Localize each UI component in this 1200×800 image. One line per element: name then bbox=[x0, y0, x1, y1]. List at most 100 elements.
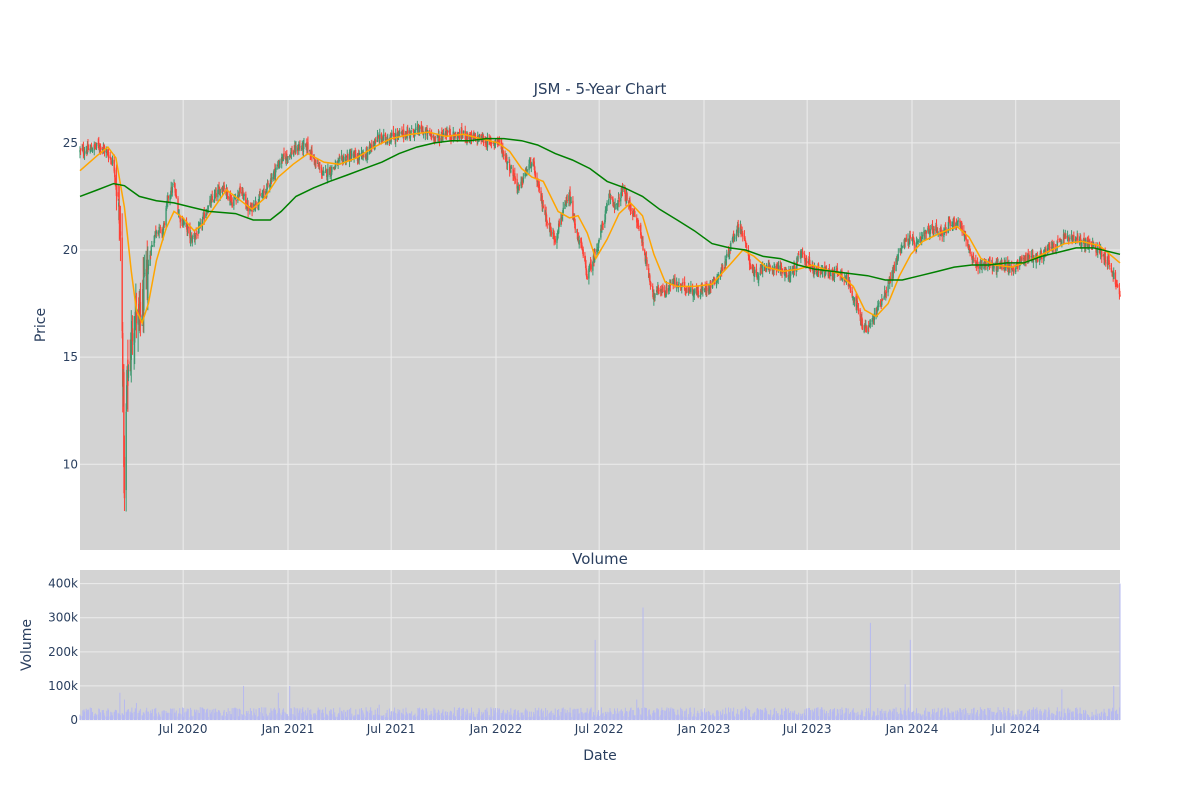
candle-down bbox=[1104, 252, 1106, 259]
candle-up bbox=[314, 160, 317, 166]
candle-down bbox=[498, 140, 501, 142]
candle-down bbox=[103, 145, 105, 149]
candle-down bbox=[1053, 243, 1055, 248]
candle-down bbox=[713, 277, 715, 284]
candle-up bbox=[564, 202, 567, 205]
volume-plot-area[interactable] bbox=[80, 570, 1120, 720]
candle-up bbox=[297, 149, 299, 151]
candle-up bbox=[702, 286, 704, 291]
candle-down bbox=[1116, 283, 1118, 287]
candle-down bbox=[585, 270, 588, 277]
candle-down bbox=[123, 372, 125, 468]
candle-down bbox=[581, 245, 583, 250]
candle-down bbox=[1063, 236, 1065, 239]
candle-up bbox=[785, 272, 787, 274]
candle-down bbox=[518, 184, 521, 186]
candle-down bbox=[291, 149, 293, 155]
candle-up bbox=[1004, 268, 1007, 270]
candle-down bbox=[371, 144, 373, 148]
candle-up bbox=[777, 264, 780, 271]
candle-down bbox=[1073, 235, 1075, 241]
candle-down bbox=[179, 216, 181, 218]
candle-down bbox=[584, 256, 586, 262]
candle-up bbox=[565, 200, 568, 203]
candle-down bbox=[1068, 238, 1070, 241]
candle-up bbox=[681, 283, 684, 285]
candle-down bbox=[740, 225, 742, 232]
candle-down bbox=[976, 263, 979, 265]
candle-up bbox=[873, 313, 876, 321]
candle-down bbox=[893, 264, 896, 271]
candle-up bbox=[134, 322, 136, 343]
candle-down bbox=[1049, 246, 1051, 249]
candle-down bbox=[580, 238, 582, 244]
candle-down bbox=[430, 133, 432, 136]
candle-up bbox=[876, 310, 878, 312]
candle-down bbox=[1021, 256, 1023, 261]
candle-up bbox=[409, 133, 412, 138]
candle-up bbox=[1060, 240, 1062, 242]
candle-up bbox=[656, 290, 658, 293]
candle-down bbox=[973, 260, 975, 261]
candle-up bbox=[883, 297, 885, 300]
candle-down bbox=[977, 263, 979, 269]
candle-up bbox=[852, 297, 854, 298]
candle-up bbox=[578, 239, 580, 245]
candle-down bbox=[175, 191, 177, 193]
candle-down bbox=[90, 145, 93, 150]
candle-down bbox=[434, 137, 437, 139]
candle-up bbox=[1099, 247, 1102, 254]
candle-up bbox=[149, 254, 151, 266]
x-axis-tick-label: Jul 2020 bbox=[158, 722, 208, 736]
candle-up bbox=[342, 159, 344, 164]
candle-down bbox=[633, 211, 636, 214]
candle-down bbox=[123, 456, 126, 499]
candle-down bbox=[107, 151, 109, 155]
candle-down bbox=[662, 286, 664, 292]
candle-up bbox=[881, 299, 883, 305]
candle-down bbox=[548, 223, 551, 230]
candle-up bbox=[126, 385, 128, 410]
candle-up bbox=[993, 264, 995, 269]
candle-up bbox=[374, 140, 376, 145]
candle-up bbox=[385, 138, 387, 141]
candle-up bbox=[921, 234, 923, 240]
candle-down bbox=[506, 157, 508, 164]
candle-up bbox=[242, 195, 245, 198]
candle-up bbox=[984, 261, 987, 264]
candle-down bbox=[99, 146, 102, 150]
candle-down bbox=[189, 226, 191, 239]
candle-down bbox=[195, 232, 197, 235]
candle-up bbox=[608, 199, 610, 205]
price-plot-area[interactable] bbox=[80, 100, 1120, 550]
candle-up bbox=[303, 143, 305, 145]
candle-down bbox=[584, 259, 587, 265]
candle-down bbox=[227, 196, 229, 199]
candle-down bbox=[960, 221, 963, 225]
candle-up bbox=[302, 143, 305, 152]
candle-up bbox=[753, 273, 755, 276]
candle-down bbox=[828, 269, 831, 275]
candle-up bbox=[331, 167, 333, 173]
candle-down bbox=[829, 273, 831, 275]
candle-down bbox=[632, 211, 634, 217]
candle-down bbox=[927, 227, 930, 229]
candle-up bbox=[501, 149, 503, 152]
candle-down bbox=[349, 153, 352, 160]
candle-down bbox=[722, 267, 724, 270]
candle-down bbox=[429, 131, 431, 135]
candle-down bbox=[867, 326, 870, 327]
candle-up bbox=[601, 223, 603, 229]
candle-down bbox=[299, 145, 301, 148]
candle-down bbox=[1037, 259, 1039, 261]
candle-down bbox=[115, 179, 117, 185]
candle-down bbox=[576, 232, 579, 240]
candle-down bbox=[187, 227, 189, 229]
candle-up bbox=[383, 134, 385, 137]
volume-y-tick-label: 300k bbox=[48, 611, 78, 625]
candle-down bbox=[650, 285, 652, 287]
candle-down bbox=[769, 265, 771, 268]
candle-up bbox=[869, 323, 872, 326]
candle-up bbox=[266, 183, 268, 193]
candle-up bbox=[522, 177, 525, 182]
